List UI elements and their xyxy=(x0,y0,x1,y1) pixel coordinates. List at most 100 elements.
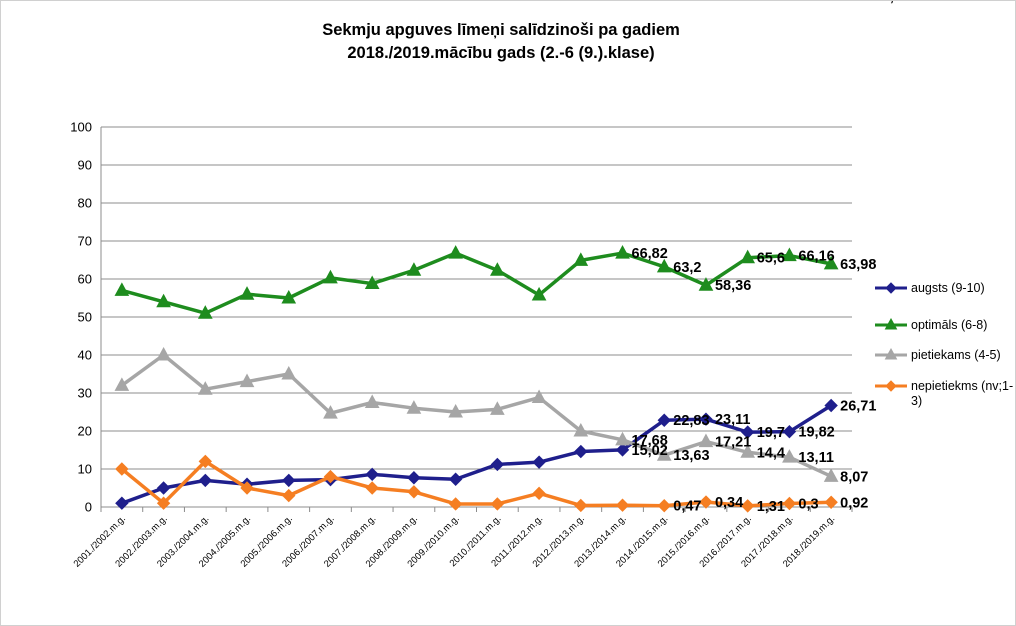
data-label-nepietiekams: 1,31 xyxy=(757,499,785,515)
legend-label-optimals: optimāls (6-8) xyxy=(911,318,988,332)
data-point-nepietiekams xyxy=(657,499,671,513)
data-point-augsts xyxy=(657,413,671,427)
legend-marker-optimals xyxy=(884,318,898,330)
data-label-augsts: 26,71 xyxy=(840,399,876,415)
data-point-optimals xyxy=(239,286,255,300)
data-point-augsts xyxy=(574,444,588,459)
data-point-pietiekams xyxy=(114,377,130,391)
data-point-nepietiekams xyxy=(532,486,546,501)
data-point-augsts xyxy=(532,455,546,469)
data-point-nepietiekams xyxy=(365,481,379,495)
data-point-nepietiekams xyxy=(490,497,505,511)
series-line-nepietiekams xyxy=(120,459,832,508)
chart-title: Sekmju apguves līmeņi salīdzinoši pa gad… xyxy=(322,21,680,39)
data-point-pietiekams xyxy=(156,346,171,361)
data-point-pietiekams xyxy=(364,394,380,408)
chart-title-block: Sekmju apguves līmeņi salīdzinoši pa gad… xyxy=(251,19,751,65)
data-point-augsts xyxy=(198,473,213,488)
data-point-augsts xyxy=(365,467,379,482)
y-tick-label: 80 xyxy=(78,196,92,211)
data-point-optimals xyxy=(698,277,714,291)
data-point-nepietiekams xyxy=(407,485,421,499)
data-point-optimals xyxy=(531,286,547,301)
legend-swatch-nepietiekams xyxy=(875,380,907,392)
data-label-optimals: 63,2 xyxy=(673,260,701,276)
data-point-optimals xyxy=(114,282,130,296)
series-line-optimals xyxy=(121,251,832,315)
data-point-augsts xyxy=(824,398,838,413)
x-axis: 2001./2002.m.g.2002./2003.m.g.2003./2004… xyxy=(72,506,853,570)
legend-swatch-pietiekams xyxy=(875,348,907,360)
data-label-layer: 15,02 22,83 23,11 19,7 19,82 26,71 66,82 63,2 58… xyxy=(632,1,911,515)
data-point-pietiekams xyxy=(698,433,714,448)
data-point-augsts xyxy=(490,457,505,472)
y-axis: 0 10 20 30 40 50 60 70 80 90 100 xyxy=(70,120,102,515)
data-point-optimals xyxy=(823,255,839,270)
y-tick-label: 70 xyxy=(78,234,92,249)
data-point-augsts xyxy=(407,471,421,485)
data-label-optimals: 66,16 xyxy=(798,249,834,265)
data-label-augsts: 15,02 xyxy=(632,443,668,459)
y-tick-label: 100 xyxy=(70,120,92,135)
data-point-augsts xyxy=(115,496,129,510)
data-point-optimals xyxy=(281,289,297,304)
data-point-pietiekams xyxy=(239,373,255,388)
legend-label-augsts: augsts (9-10) xyxy=(911,281,985,295)
data-label-augsts: 23,11 xyxy=(715,412,751,428)
data-point-augsts xyxy=(782,424,797,439)
data-label-nepietiekams: 1,24 xyxy=(882,1,910,5)
data-label-optimals: 65,6 xyxy=(757,251,785,267)
data-point-optimals xyxy=(490,262,505,276)
data-point-optimals xyxy=(656,258,672,273)
series-line-pietiekams xyxy=(120,353,832,478)
data-point-pietiekams xyxy=(782,449,797,463)
data-point-optimals xyxy=(156,293,171,308)
y-tick-label: 40 xyxy=(78,348,92,363)
data-label-pietiekams: 17,68 xyxy=(632,433,668,449)
legend-marker-augsts xyxy=(885,282,897,294)
series-pietiekams xyxy=(114,346,839,482)
data-point-optimals xyxy=(448,245,463,259)
data-label-optimals: 58,36 xyxy=(715,278,751,294)
data-point-nepietiekams xyxy=(282,488,296,503)
data-point-pietiekams xyxy=(573,422,589,437)
legend-label-nepietiekams: nepietiekms (nv;1-3) xyxy=(911,379,1014,408)
data-point-pietiekams xyxy=(656,447,672,461)
data-label-nepietiekams: 0,3 xyxy=(798,497,818,513)
data-point-optimals xyxy=(364,275,380,290)
data-point-nepietiekams xyxy=(198,454,213,469)
gridlines xyxy=(101,126,852,508)
data-label-pietiekams: 13,11 xyxy=(798,450,834,466)
data-point-pietiekams xyxy=(615,431,630,446)
data-label-pietiekams: 8,07 xyxy=(840,469,868,485)
y-tick-label: 30 xyxy=(78,386,92,401)
data-point-augsts xyxy=(282,473,296,488)
data-point-augsts xyxy=(740,425,755,439)
data-point-nepietiekams xyxy=(740,499,755,513)
data-point-nepietiekams xyxy=(115,462,129,476)
y-tick-label: 0 xyxy=(85,500,92,515)
data-point-augsts xyxy=(615,443,630,457)
data-label-pietiekams: 13,63 xyxy=(673,448,709,464)
legend-label-pietiekams: pietiekams (4-5) xyxy=(911,348,1001,362)
data-point-optimals xyxy=(197,305,213,319)
data-point-nepietiekams xyxy=(323,469,338,484)
series-optimals xyxy=(114,245,839,319)
data-point-pietiekams xyxy=(531,389,547,404)
series-nepietiekams xyxy=(115,454,838,513)
data-point-nepietiekams xyxy=(824,495,838,509)
data-point-pietiekams xyxy=(490,401,505,415)
data-point-pietiekams xyxy=(448,403,463,418)
data-point-optimals xyxy=(740,249,756,264)
data-label-nepietiekams: 0,34 xyxy=(715,495,743,511)
data-point-pietiekams xyxy=(281,365,297,380)
data-label-pietiekams: 17,21 xyxy=(715,435,751,451)
legend-swatch-augsts xyxy=(875,282,907,294)
chart-subtitle: 2018./2019.mācību gads (2.-6 (9.).klase) xyxy=(347,44,655,62)
data-label-nepietiekams: 0,92 xyxy=(840,495,868,511)
data-label-augsts: 19,7 xyxy=(757,425,785,441)
series-augsts xyxy=(115,398,838,510)
data-point-nepietiekams xyxy=(156,496,171,510)
data-point-pietiekams xyxy=(197,381,213,395)
